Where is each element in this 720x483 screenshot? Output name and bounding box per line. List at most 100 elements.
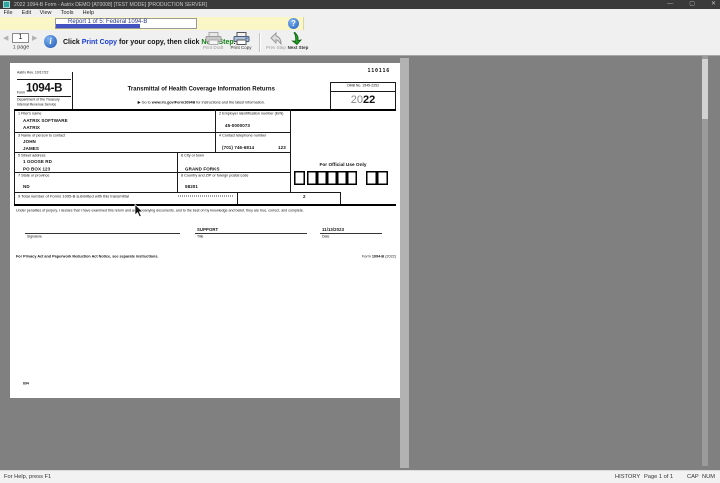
next-step-icon [291,32,303,45]
report-bar: Report 1 of 5: Federal 1094-B ? [0,17,304,30]
printer-draft-icon [205,32,221,45]
official-use-box [307,171,317,185]
form-word: Form [17,91,26,95]
prev-page-icon[interactable]: ◀ [3,35,9,42]
field7-value: ND [23,184,30,189]
menu-edit[interactable]: Edit [21,10,31,16]
status-bar: For Help, press F1 HISTORY Page 1 of 1 C… [0,470,720,483]
year-prefix: 20 [350,93,363,106]
app-icon [3,1,10,8]
field3-label: 3 Name of person to contact [18,133,66,138]
page-count-label: 1 page [12,45,30,51]
privacy-notice: For Privacy Act and Paperwork Reduction … [16,254,159,259]
goto-suffix: for instructions and the latest informat… [195,100,265,105]
form-title: Transmittal of Health Coverage Informati… [127,85,275,92]
info-icon: i [44,35,57,48]
print-copy-button[interactable]: Print Copy [228,32,254,53]
toolbar-separator [259,33,261,52]
instruction-suffix: . [233,39,236,46]
page-code: 694 [23,382,29,386]
toolbar: ◀ 1 ▶ 1 page i Click Print Copy for your… [0,30,720,56]
close-icon[interactable]: ✕ [710,1,716,7]
field2-label: 2 Employer identification number (EIN) [219,111,284,116]
footer-form-number: 1094-B [371,254,385,259]
field5-label: 5 Street address [18,153,46,158]
next-step-button[interactable]: Next Step [285,32,311,53]
next-step-label: Next Step [287,45,309,50]
next-page-icon[interactable]: ▶ [32,35,38,42]
status-history: HISTORY [615,474,641,480]
footer-form-word: Form [362,254,372,259]
field6-label: 6 City or town [181,153,204,158]
field6-value: GRAND FORKS [185,166,220,172]
field5-value1: 1 GOOSE RD [23,159,53,164]
field1-label: 1 Filer's name [18,111,42,116]
prev-step-label: Prev Step [266,45,286,50]
form-revision: Aatrix Rev. 10/17/22 [17,71,49,75]
field4-label: 4 Contact telephone number [219,133,267,138]
print-draft-button[interactable]: Print Draft [200,32,226,53]
official-use-box [294,171,305,185]
menu-help[interactable]: Help [82,10,94,16]
field3-value2: JAMES [23,146,40,151]
form-code: 110116 [367,68,390,74]
status-num: NUM [702,474,715,480]
field5-value2: PO BOX 123 [23,166,51,172]
title-bar: 2022 1094-B Form - Aatrix DEMO [AT0008] … [0,0,720,9]
prev-step-icon [270,32,282,45]
form-goto-line: ▶ Go to www.irs.gov/Form1094B for instru… [75,100,328,105]
page-number-input[interactable]: 1 [12,33,29,43]
field1-value2: AATRIX [23,125,41,130]
print-copy-label: Print Copy [230,45,252,50]
printer-copy-icon [233,32,249,45]
form-number: 1094-B [26,81,63,94]
field8-label: 8 Country and ZIP or foreign postal code [181,173,249,178]
field8-value: 58201 [185,184,199,189]
report-progress-fill [56,24,140,28]
official-use-box [317,171,327,185]
dept-line2: Internal Revenue Service [17,103,57,107]
instruction-prefix: Click [63,39,82,46]
instruction-middle: for your copy, then click [117,39,202,46]
window-scrollbar[interactable] [702,56,708,466]
goto-prefix: ▶ Go to [137,100,152,105]
field9-label: 9 Total number of Forms 1095-B submitted… [18,194,129,199]
scrollbar-thumb[interactable] [702,59,708,119]
field4-value: (701) 746-6814 [222,145,255,150]
official-use-box [377,171,388,185]
instruction-print-copy: Print Copy [81,39,118,46]
goto-url: www.irs.gov/Form1094B [151,100,196,105]
preview-area: Aatrix Rev. 10/17/22 Form 1094-B Departm… [0,56,720,470]
title-label: Title [197,235,204,239]
print-draft-label: Print Draft [202,45,224,50]
window-title: 2022 1094-B Form - Aatrix DEMO [AT0008] … [14,1,208,8]
field3-value1: JOHN [23,139,36,144]
menu-file[interactable]: File [3,10,13,16]
maximize-icon[interactable]: ▢ [689,1,695,7]
header-divider [72,72,73,110]
field2-value: 45-0000073 [225,123,251,128]
official-use-box [366,171,377,185]
menu-view[interactable]: View [39,10,52,16]
status-help: For Help, press F1 [4,474,52,480]
field9-value: 2 [303,194,306,199]
mouse-cursor-icon [134,204,144,218]
omb-number: OMB No. 1545-2252 [346,84,380,88]
form-year: 2022 [330,93,396,106]
minimize-icon[interactable]: — [667,1,674,7]
field1-value1: AATRIX SOFTWARE [23,118,68,123]
menu-tools[interactable]: Tools [60,10,74,16]
field7-label: 7 State or province [18,173,50,178]
title-value: SUPPORT [197,227,219,232]
official-use-label: For Official Use Only [319,162,367,168]
status-page: Page 1 of 1 [644,474,674,480]
help-icon[interactable]: ? [288,18,299,29]
official-use-box [337,171,347,185]
field4-ext: 123 [278,145,286,150]
signature-label: Signature [27,235,42,239]
menu-bar: File Edit View Tools Help [0,9,720,17]
official-use-box [347,171,357,185]
prev-step-button[interactable]: Prev Step [263,32,289,53]
page-scrollbar[interactable] [400,58,409,468]
year-suffix: 22 [363,93,376,106]
